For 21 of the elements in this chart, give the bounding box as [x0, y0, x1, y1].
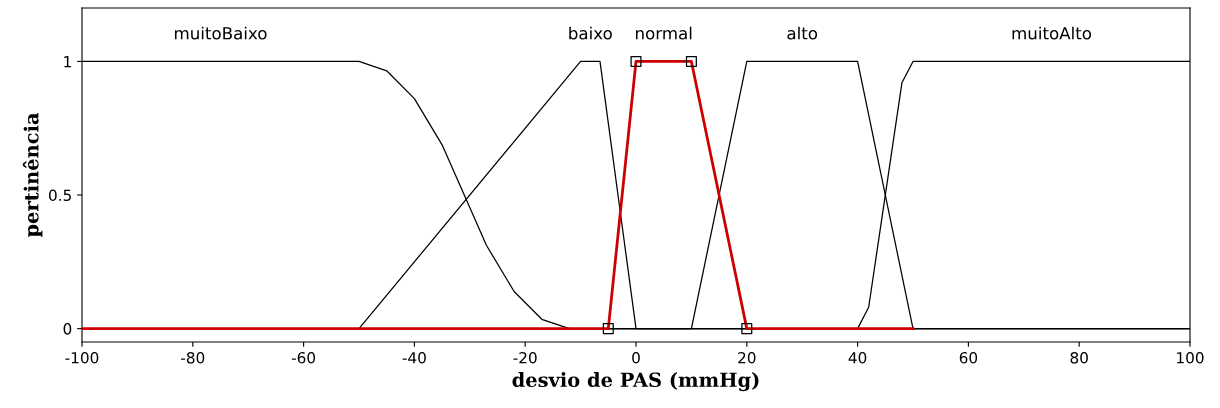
- x-tick-label: 100: [1177, 351, 1204, 364]
- series-label: muitoAlto: [1012, 26, 1092, 40]
- x-tick-label: 40: [848, 351, 867, 364]
- x-tick-label: 80: [1070, 351, 1088, 364]
- x-axis-title: desvio de PAS (mmHg): [512, 372, 759, 392]
- series-label: baixo: [569, 26, 612, 40]
- x-tick-label: -60: [291, 351, 316, 364]
- series-label: muitoBaixo: [175, 26, 267, 40]
- y-tick-label: 1: [64, 56, 71, 68]
- x-tick-label: 0: [632, 351, 640, 364]
- x-tick-label: -100: [65, 351, 99, 364]
- x-tick-label: -80: [181, 351, 205, 364]
- y-tick-label: 0.5: [48, 189, 71, 202]
- x-tick-label: 60: [959, 351, 978, 364]
- y-axis-title: pertinência: [22, 112, 43, 238]
- y-tick-label: 0: [63, 323, 72, 335]
- series-label: alto: [787, 26, 818, 40]
- x-tick-label: -40: [402, 351, 426, 364]
- series-label: normal: [636, 26, 692, 40]
- x-tick-label: -20: [513, 351, 537, 364]
- x-tick-label: 20: [738, 351, 756, 364]
